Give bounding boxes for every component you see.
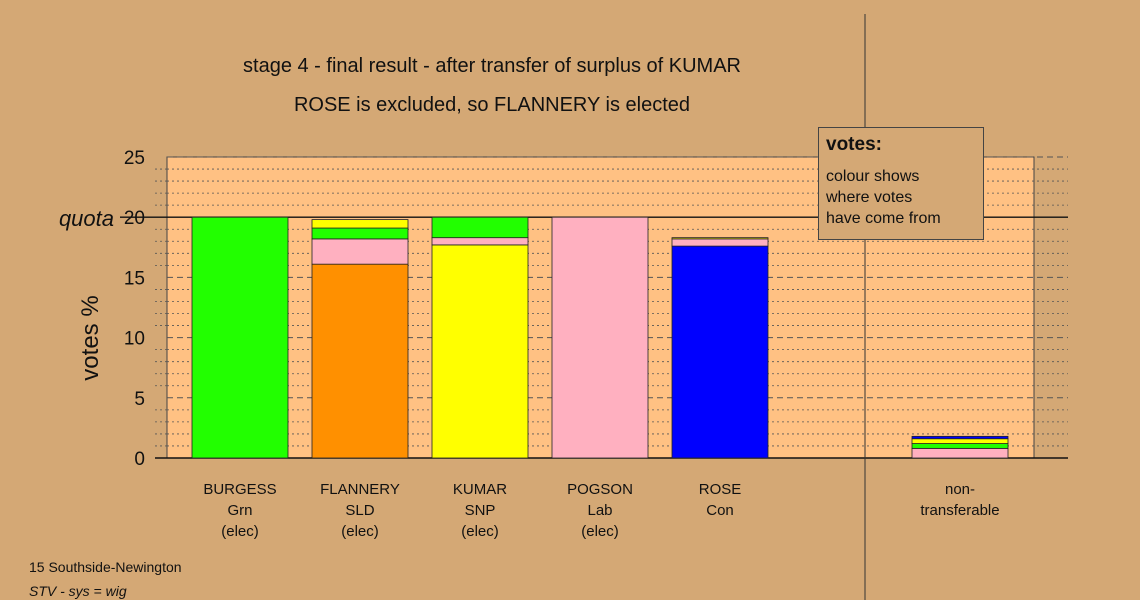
bar-nontransferable: [911, 435, 1009, 459]
y-tick-label: 25: [124, 148, 145, 169]
candidate-party: Lab: [587, 502, 612, 519]
bar-segment-snp: [311, 219, 409, 229]
bar-segment-grn: [311, 227, 409, 240]
bar-segment-snp: [431, 244, 529, 459]
legend-line-1: colour shows: [826, 168, 920, 185]
bar-segment-snp: [911, 438, 1009, 444]
candidate-party: Grn: [227, 502, 252, 519]
bar-segment-grn: [911, 443, 1009, 449]
bar-burgess: [191, 216, 289, 459]
candidate-name: FLANNERY: [320, 481, 400, 498]
system-label: STV - sys = wig: [29, 583, 127, 599]
candidate-status: (elec): [221, 523, 259, 540]
bar-segment-con: [671, 245, 769, 459]
legend-title: votes:: [826, 134, 882, 155]
y-tick-label: 20: [124, 208, 145, 229]
candidate-status: (elec): [341, 523, 379, 540]
bars: [191, 216, 1009, 459]
bar-segment-sld: [311, 263, 409, 459]
legend-line-3: have come from: [826, 210, 941, 227]
bar-segment-lab: [311, 238, 409, 265]
legend-box: votes: colour shows where votes have com…: [818, 127, 984, 240]
bar-segment-lab: [551, 216, 649, 459]
y-axis: 0 5 10 15 20 25: [124, 148, 145, 470]
legend-line-2: where votes: [826, 189, 913, 206]
bar-segment-lab: [431, 237, 529, 246]
y-tick-label: 15: [124, 268, 145, 289]
nontransferable-label-1: non-: [945, 481, 975, 498]
candidate-party: Con: [706, 502, 734, 519]
bar-segment-con: [911, 435, 1009, 440]
bar-segment-grn: [431, 216, 529, 239]
quota-label: quota: [59, 206, 114, 231]
y-axis-label: votes %: [77, 295, 104, 380]
nontransferable-label-2: transferable: [920, 502, 999, 519]
constituency-label: 15 Southside-Newington: [29, 559, 182, 575]
bar-segment-grn: [191, 216, 289, 459]
bar-kumar: [431, 216, 529, 459]
bar-segment-lab: [671, 238, 769, 247]
candidate-status: (elec): [581, 523, 619, 540]
y-tick-label: 0: [134, 449, 145, 470]
bar-segment-lab: [911, 447, 1009, 459]
bar-pogson: [551, 216, 649, 459]
chart-title: stage 4 - final result - after transfer …: [243, 55, 741, 77]
candidate-name: KUMAR: [453, 481, 507, 498]
candidate-name: ROSE: [699, 481, 742, 498]
bar-rose: [671, 237, 769, 459]
candidate-name: POGSON: [567, 481, 633, 498]
y-tick-label: 5: [134, 389, 145, 410]
chart-subtitle: ROSE is excluded, so FLANNERY is elected: [294, 94, 690, 116]
x-axis-labels: BURGESS Grn (elec) FLANNERY SLD (elec) KUMAR SN…: [203, 481, 999, 540]
y-tick-label: 10: [124, 329, 145, 350]
bar-flannery: [311, 219, 409, 459]
candidate-name: BURGESS: [203, 481, 276, 498]
candidate-party: SLD: [345, 502, 374, 519]
candidate-status: (elec): [461, 523, 499, 540]
bar-segment-snp: [671, 237, 769, 240]
candidate-party: SNP: [465, 502, 496, 519]
